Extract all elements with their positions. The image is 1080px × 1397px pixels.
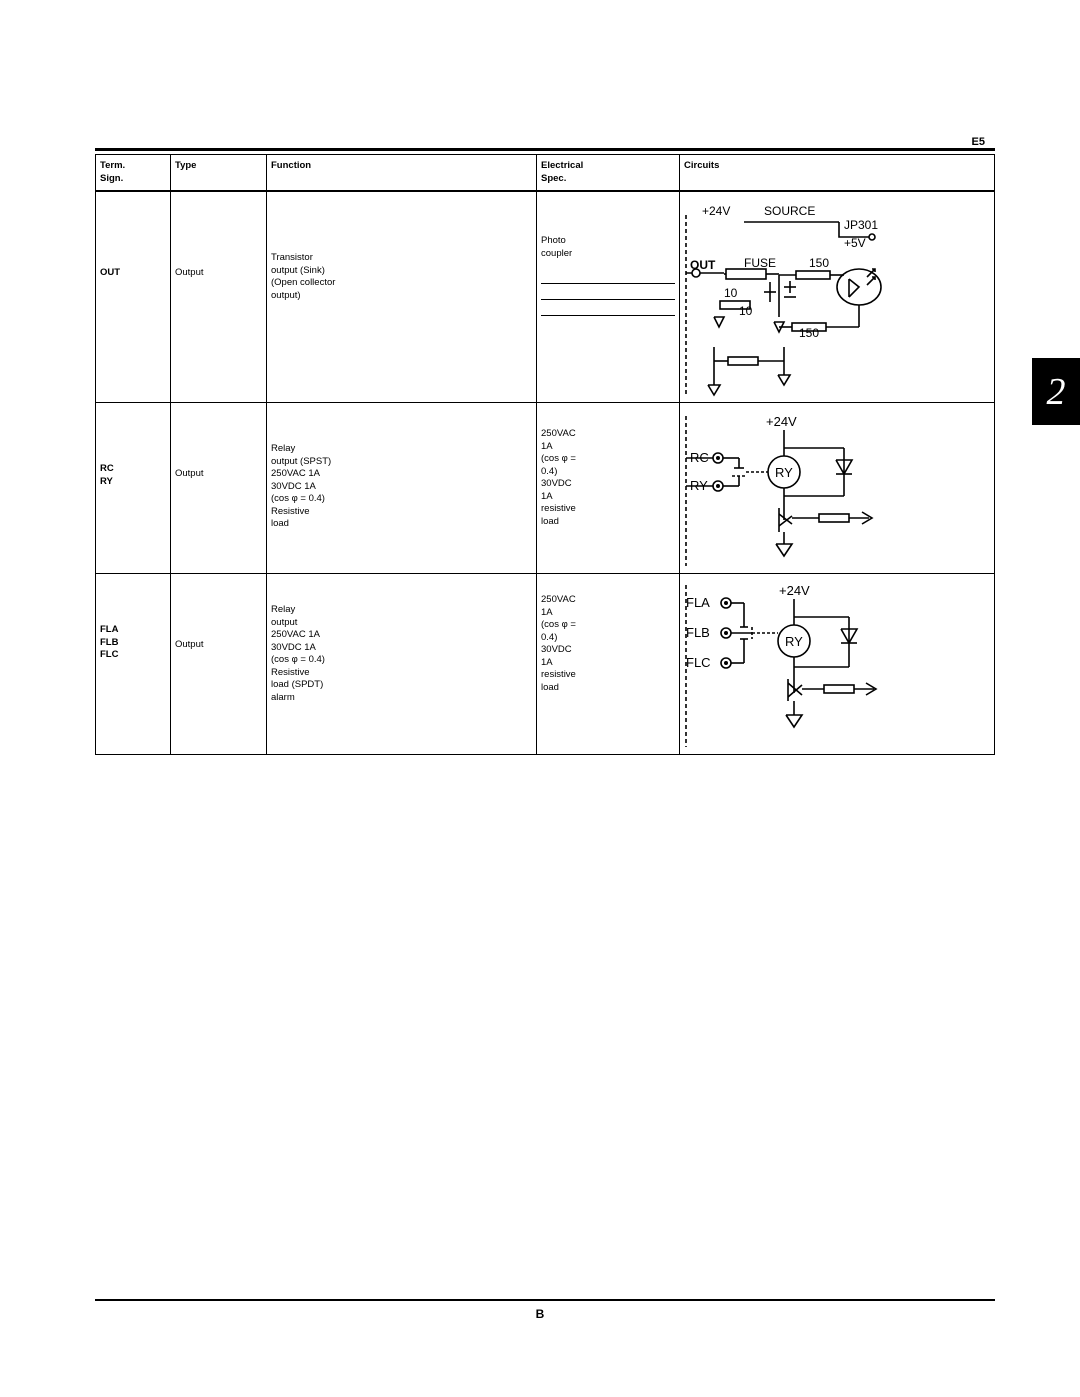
- label-ry-coil: RY: [775, 465, 793, 480]
- circuit-relay-spst-diagram: +24V RC: [684, 408, 894, 568]
- spec-blank-line: [541, 270, 675, 284]
- label-ry-coil: RY: [785, 634, 803, 649]
- table-row: RC RY Output Relay output (SPST) 250VAC …: [96, 403, 995, 574]
- label-jp301: JP301: [844, 218, 878, 232]
- cell-terminal: FLA FLB FLC: [96, 574, 171, 755]
- th-type: Type: [171, 155, 267, 192]
- label-r10b: 10: [739, 304, 753, 318]
- label-flc: FLC: [686, 655, 711, 670]
- cell-type: Output: [171, 574, 267, 755]
- page-number: B: [0, 1307, 1080, 1321]
- cell-type: Output: [171, 403, 267, 574]
- circuit-source-diagram: +24V SOURCE JP301 +5V OUT: [684, 197, 894, 397]
- page-bottom-rule: [95, 1299, 995, 1301]
- th-spec: Electrical Spec.: [537, 155, 680, 192]
- th-function: Function: [267, 155, 537, 192]
- label-24v: +24V: [779, 583, 810, 598]
- label-r150a: 150: [809, 256, 829, 270]
- label-fla: FLA: [686, 595, 710, 610]
- header-section-label: E5: [972, 136, 985, 148]
- label-source: SOURCE: [764, 204, 815, 218]
- table-header-row: Term. Sign. Type Function Electrical Spe…: [96, 155, 995, 192]
- cell-spec: 250VAC 1A (cos φ = 0.4) 30VDC 1A resisti…: [537, 574, 680, 755]
- cell-function: Relay output (SPST) 250VAC 1A 30VDC 1A (…: [267, 403, 537, 574]
- table-row: OUT Output Transistor output (Sink) (Ope…: [96, 191, 995, 403]
- cell-terminal: RC RY: [96, 403, 171, 574]
- table-row: FLA FLB FLC Output Relay output 250VAC 1…: [96, 574, 995, 755]
- cell-circuit: +24V RC: [680, 403, 995, 574]
- label-24v: +24V: [766, 414, 797, 429]
- th-terminal: Term. Sign.: [96, 155, 171, 192]
- cell-terminal: OUT: [96, 191, 171, 403]
- th-circuits: Circuits: [680, 155, 995, 192]
- label-r150b: 150: [799, 326, 819, 340]
- spec-blank-line: [541, 302, 675, 316]
- cell-type: Output: [171, 191, 267, 403]
- cell-function: Transistor output (Sink) (Open collector…: [267, 191, 537, 403]
- chapter-side-tab: 2: [1032, 358, 1080, 425]
- label-flb: FLB: [686, 625, 710, 640]
- label-5v: +5V: [844, 236, 866, 250]
- page-top-rule: [95, 148, 995, 151]
- cell-spec: 250VAC 1A (cos φ = 0.4) 30VDC 1A resisti…: [537, 403, 680, 574]
- spec-blank-line: [541, 286, 675, 300]
- cell-circuit: +24V SOURCE JP301 +5V OUT: [680, 191, 995, 403]
- cell-circuit: +24V FLA FLB: [680, 574, 995, 755]
- label-r10a: 10: [724, 286, 738, 300]
- label-24v: +24V: [702, 204, 730, 218]
- cell-function: Relay output 250VAC 1A 30VDC 1A (cos φ =…: [267, 574, 537, 755]
- circuit-relay-spdt-diagram: +24V FLA FLB: [684, 579, 894, 749]
- label-fuse: FUSE: [744, 256, 776, 270]
- cell-spec: Photo coupler: [537, 191, 680, 403]
- terminal-spec-table: Term. Sign. Type Function Electrical Spe…: [95, 154, 995, 755]
